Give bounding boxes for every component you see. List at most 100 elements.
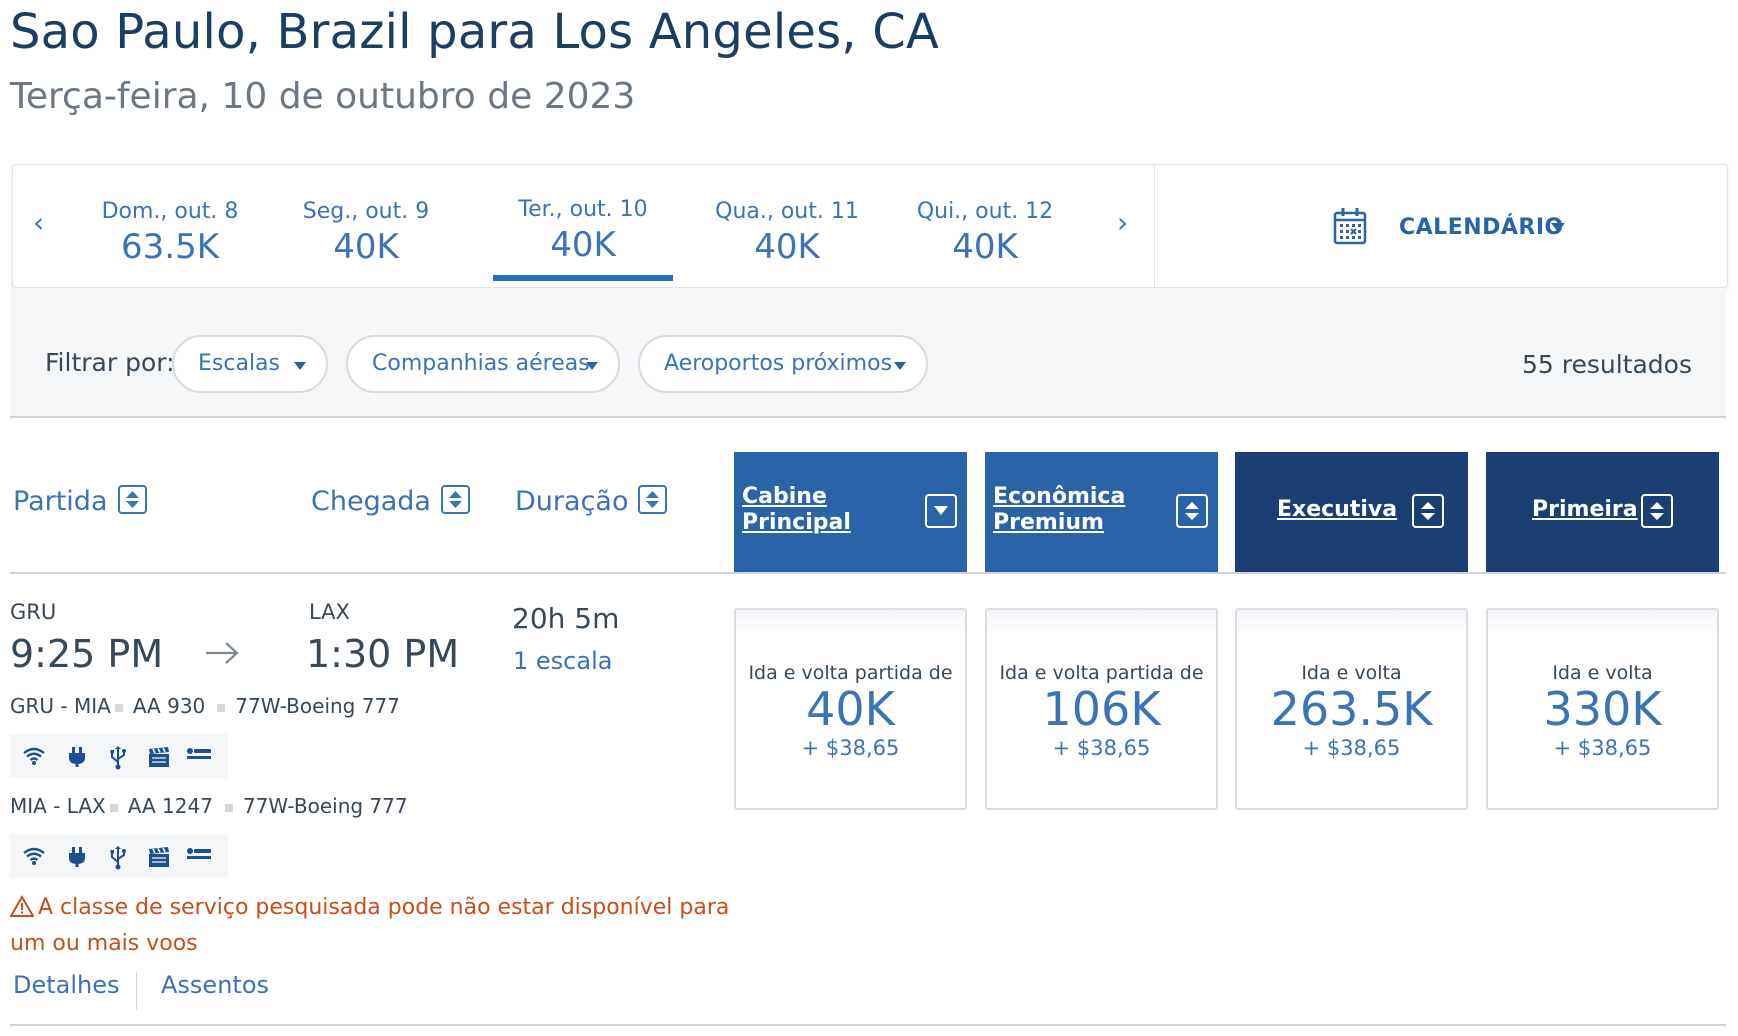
fare-miles: 263.5K <box>1270 682 1433 736</box>
column-label: Chegada <box>311 486 431 517</box>
date-tab-miles: 63.5K <box>121 227 219 267</box>
sort-departure[interactable]: Partida <box>13 485 147 517</box>
fare-taxes: + $38,65 <box>801 736 900 760</box>
calendar-label: CALENDÁRIO <box>1399 215 1564 240</box>
power-icon <box>69 747 85 767</box>
cabin-header-main[interactable]: Cabine Principal <box>734 452 967 572</box>
cabin-header-premium-economy[interactable]: Econômica Premium <box>985 452 1218 572</box>
chevron-down-icon <box>294 362 306 370</box>
filter-pill-label: Companhias aéreas <box>372 351 590 376</box>
details-link[interactable]: Detalhes <box>13 971 120 999</box>
sort-icon <box>638 485 668 514</box>
amenities-bar <box>10 734 228 778</box>
lie-flat-seat-icon <box>187 848 211 859</box>
date-tab-label: Qui., out. 12 <box>916 199 1054 224</box>
chevron-down-icon <box>1551 223 1565 232</box>
fare-card-premium-economy[interactable]: Ida e volta partida de 106K + $38,65 <box>985 608 1218 810</box>
segment-route: MIA - LAX <box>10 794 106 818</box>
cabin-header-business[interactable]: Executiva <box>1235 452 1468 572</box>
page-title: Sao Paulo, Brazil para Los Angeles, CA <box>10 4 939 60</box>
lie-flat-seat-icon <box>187 748 211 759</box>
sort-icon <box>1412 494 1444 528</box>
calendar-button[interactable]: CALENDÁRIO <box>1155 165 1727 287</box>
stops-link[interactable]: 1 escala <box>513 647 613 675</box>
cabin-label: Executiva <box>1277 497 1398 522</box>
filter-bar: Filtrar por: Escalas Companhias aéreas A… <box>10 288 1726 418</box>
segment-aircraft: 77W-Boeing 777 <box>235 694 400 718</box>
sort-arrival[interactable]: Chegada <box>311 485 470 517</box>
seats-link[interactable]: Assentos <box>161 971 269 999</box>
fare-label: Ida e volta partida de <box>999 662 1204 684</box>
date-tab-miles: 40K <box>333 227 399 267</box>
filter-airlines-dropdown[interactable]: Companhias aéreas <box>346 335 620 393</box>
fare-label: Ida e volta <box>1301 662 1402 684</box>
origin-code: GRU <box>10 600 57 624</box>
date-tab-oct-12[interactable]: Qui., out. 12 40K <box>895 165 1075 287</box>
departure-time: 9:25 PM <box>10 632 164 676</box>
sort-descending-icon <box>925 494 957 528</box>
date-tab-miles: 40K <box>550 225 616 265</box>
date-tab-label: Seg., out. 9 <box>302 199 430 224</box>
date-tab-label: Dom., out. 8 <box>101 199 239 224</box>
cabin-label: Primeira <box>1532 497 1638 522</box>
calendar-icon <box>1333 207 1367 249</box>
wifi-icon <box>23 847 45 865</box>
next-date-arrow[interactable]: › <box>1117 206 1129 239</box>
fare-miles: 40K <box>806 682 895 736</box>
fare-taxes: + $38,65 <box>1302 736 1401 760</box>
cabin-label-line2: Premium <box>993 510 1104 535</box>
fare-card-main-cabin[interactable]: Ida e volta partida de 40K + $38,65 <box>734 608 967 810</box>
date-tab-oct-10-selected[interactable]: Ter., out. 10 40K <box>493 165 673 287</box>
segment-flight-number: AA 930 <box>132 694 206 718</box>
destination-code: LAX <box>309 600 350 624</box>
arrival-time: 1:30 PM <box>306 632 460 676</box>
date-tab-oct-9[interactable]: Seg., out. 9 40K <box>283 165 449 287</box>
fare-label: Ida e volta <box>1552 662 1653 684</box>
fare-taxes: + $38,65 <box>1052 736 1151 760</box>
column-label: Partida <box>13 486 108 517</box>
entertainment-icon <box>149 747 169 767</box>
column-label: Duração <box>515 486 629 517</box>
fare-miles: 330K <box>1543 682 1662 736</box>
date-tab-label: Qua., out. 11 <box>715 199 859 224</box>
usb-icon <box>110 846 126 870</box>
amenities-bar <box>10 834 228 878</box>
chevron-down-icon <box>586 362 598 370</box>
fare-card-first[interactable]: Ida e volta 330K + $38,65 <box>1486 608 1719 810</box>
segment-aircraft: 77W-Boeing 777 <box>242 794 408 818</box>
cabin-label-line1: Econômica <box>993 484 1126 509</box>
sort-icon <box>1176 494 1208 528</box>
divider <box>136 972 137 1010</box>
power-icon <box>69 847 85 867</box>
sort-icon <box>440 485 470 514</box>
usb-icon <box>110 746 126 770</box>
segment-flight-number: AA 1247 <box>127 794 213 818</box>
chevron-down-icon <box>894 362 906 370</box>
flight-duration: 20h 5m <box>512 602 620 635</box>
filter-label: Filtrar por: <box>45 348 175 377</box>
page-subtitle: Terça-feira, 10 de outubro de 2023 <box>10 76 636 117</box>
date-strip: ‹ Dom., out. 8 63.5K Seg., out. 9 40K Te… <box>12 164 1728 288</box>
divider <box>10 1024 1726 1026</box>
strip-divider <box>1154 165 1155 287</box>
cabin-label-line2: Principal <box>742 510 851 535</box>
date-tab-oct-8[interactable]: Dom., out. 8 63.5K <box>87 165 253 287</box>
wifi-icon <box>23 747 45 765</box>
date-tab-oct-11[interactable]: Qua., out. 11 40K <box>697 165 877 287</box>
filter-stops-dropdown[interactable]: Escalas <box>172 335 328 393</box>
fare-miles: 106K <box>1042 682 1161 736</box>
prev-date-arrow[interactable]: ‹ <box>33 206 45 239</box>
segment-route: GRU - MIA <box>10 694 111 718</box>
sort-icon <box>1641 494 1673 528</box>
fare-label: Ida e volta partida de <box>748 662 953 684</box>
cabin-label-line1: Cabine <box>742 484 827 509</box>
selected-date-indicator <box>493 275 673 281</box>
sort-duration[interactable]: Duração <box>515 485 668 517</box>
fare-taxes: + $38,65 <box>1553 736 1652 760</box>
results-count: 55 resultados <box>1522 350 1692 379</box>
date-tab-miles: 40K <box>754 227 820 267</box>
fare-card-business[interactable]: Ida e volta 263.5K + $38,65 <box>1235 608 1468 810</box>
filter-nearby-airports-dropdown[interactable]: Aeroportos próximos <box>638 335 928 393</box>
segment-info: MIA - LAX AA 1247 77W-Boeing 777 <box>10 794 408 818</box>
cabin-header-first[interactable]: Primeira <box>1486 452 1719 572</box>
